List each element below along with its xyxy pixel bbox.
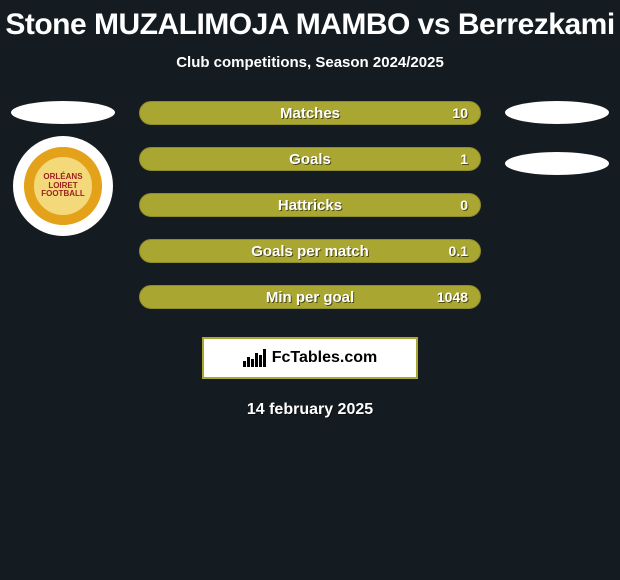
stat-bars: Matches 10 Goals 1 Hattricks 0 Goals per match… xyxy=(139,101,481,309)
brand-text: FcTables.com xyxy=(272,349,378,367)
logo-line3: FOOTBALL xyxy=(41,190,85,199)
stat-bar-value-right: 1048 xyxy=(437,289,468,305)
stat-bar-label: Min per goal xyxy=(266,289,354,306)
left-club-logo: ORLÉANS LOIRET FOOTBALL xyxy=(13,136,113,236)
footer-date: 14 february 2025 xyxy=(0,401,620,419)
left-club-logo-text: ORLÉANS LOIRET FOOTBALL xyxy=(35,173,91,199)
stat-bar: Goals 1 xyxy=(139,147,481,171)
stat-bar: Min per goal 1048 xyxy=(139,285,481,309)
stat-bar-value-right: 0.1 xyxy=(449,243,468,259)
stat-bar: Goals per match 0.1 xyxy=(139,239,481,263)
right-player-column xyxy=(502,101,612,175)
content-area: ORLÉANS LOIRET FOOTBALL Matches 10 Goals 1 H… xyxy=(0,101,620,419)
stat-bar-label: Goals xyxy=(289,151,331,168)
stat-bar-label: Goals per match xyxy=(251,243,369,260)
stat-bar-value-right: 1 xyxy=(460,151,468,167)
subtitle: Club competitions, Season 2024/2025 xyxy=(0,54,620,71)
stat-bar-value-right: 0 xyxy=(460,197,468,213)
brand-bar-chart-icon xyxy=(243,349,266,367)
page-title: Stone MUZALIMOJA MAMBO vs Berrezkami xyxy=(0,0,620,42)
left-player-column: ORLÉANS LOIRET FOOTBALL xyxy=(8,101,118,236)
left-player-photo-placeholder xyxy=(11,101,115,124)
right-player-photo-placeholder xyxy=(505,101,609,124)
stat-bar: Matches 10 xyxy=(139,101,481,125)
stat-bar-label: Hattricks xyxy=(278,197,342,214)
stat-bar-label: Matches xyxy=(280,105,340,122)
stat-bar-value-right: 10 xyxy=(452,105,468,121)
left-club-logo-inner: ORLÉANS LOIRET FOOTBALL xyxy=(24,147,102,225)
brand-box[interactable]: FcTables.com xyxy=(202,337,418,379)
stat-bar: Hattricks 0 xyxy=(139,193,481,217)
right-club-logo-placeholder xyxy=(505,152,609,175)
